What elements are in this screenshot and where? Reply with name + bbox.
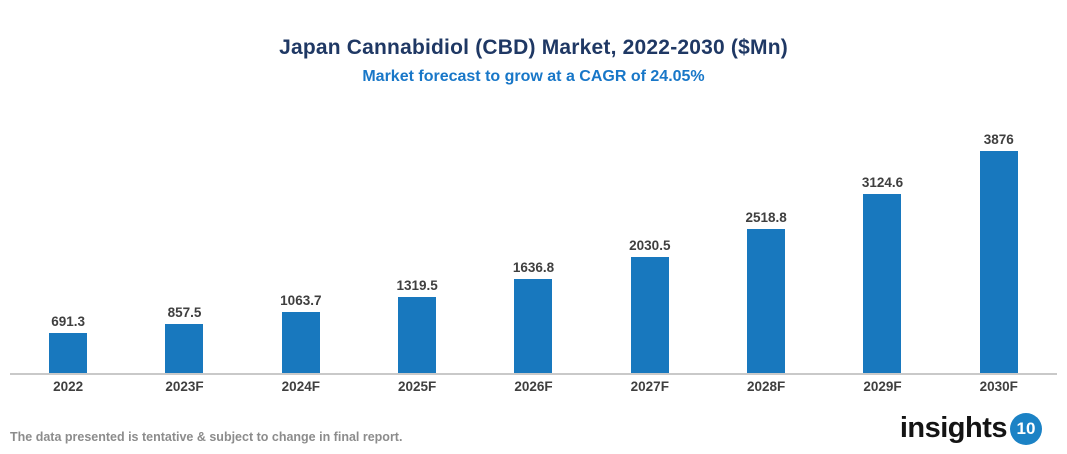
logo-wordmark: insights bbox=[899, 412, 1008, 444]
bar-value-label: 1063.7 bbox=[280, 293, 322, 308]
bar-column: 2030.5 bbox=[592, 238, 708, 373]
bar-value-label: 691.3 bbox=[51, 314, 86, 329]
bar-value-label: 857.5 bbox=[167, 305, 202, 320]
bar bbox=[398, 297, 437, 373]
bar-chart-plot-area: 691.3 857.5 1063.7 1319.5 1636.8 2030.5 2518.8… bbox=[10, 110, 1057, 375]
bar-column: 691.3 bbox=[10, 314, 126, 373]
x-axis-labels: 2022 2023F 2024F 2025F 2026F 2027F 2028F 2029F 2… bbox=[10, 379, 1057, 394]
bar bbox=[747, 229, 786, 373]
bar bbox=[630, 257, 669, 373]
bar-column: 2518.8 bbox=[708, 210, 824, 373]
bar-column: 1063.7 bbox=[243, 293, 359, 373]
bar bbox=[514, 279, 553, 373]
disclaimer-text: The data presented is tentative & subjec… bbox=[10, 430, 403, 444]
bar-value-label: 2518.8 bbox=[745, 210, 787, 225]
x-axis-tick-label: 2026F bbox=[514, 379, 553, 394]
bar-column: 1636.8 bbox=[475, 260, 591, 373]
chart-title: Japan Cannabidiol (CBD) Market, 2022-203… bbox=[279, 36, 788, 59]
x-axis-tick-label: 2023F bbox=[165, 379, 204, 394]
x-axis-tick-label: 2025F bbox=[398, 379, 437, 394]
bar-value-label: 1636.8 bbox=[512, 260, 555, 275]
bar-value-label: 3876 bbox=[983, 132, 1014, 147]
chart-subtitle: Market forecast to grow at a CAGR of 24.… bbox=[362, 68, 705, 85]
bar bbox=[49, 333, 88, 373]
bar-column: 1319.5 bbox=[359, 278, 475, 373]
x-axis-tick-label: 2028F bbox=[746, 379, 786, 394]
insights10-logo: insights 10 bbox=[900, 412, 1042, 445]
bar bbox=[863, 194, 902, 373]
x-axis-tick-label: 2030F bbox=[979, 379, 1018, 394]
bar-column: 3876 bbox=[941, 132, 1057, 373]
x-axis-tick-label: 2024F bbox=[281, 379, 320, 394]
logo-badge-icon: 10 bbox=[1010, 412, 1042, 445]
bar bbox=[979, 151, 1018, 373]
bar-value-label: 2030.5 bbox=[629, 238, 671, 253]
x-axis-tick-label: 2029F bbox=[863, 379, 902, 394]
x-axis-tick-label: 2027F bbox=[630, 379, 669, 394]
bar bbox=[281, 312, 320, 373]
bar-value-label: 1319.5 bbox=[396, 278, 438, 293]
bar-column: 3124.6 bbox=[824, 175, 940, 373]
bar-column: 857.5 bbox=[126, 305, 242, 373]
bar-value-label: 3124.6 bbox=[861, 175, 904, 190]
bar bbox=[165, 324, 204, 373]
x-axis-tick-label: 2022 bbox=[53, 379, 84, 394]
